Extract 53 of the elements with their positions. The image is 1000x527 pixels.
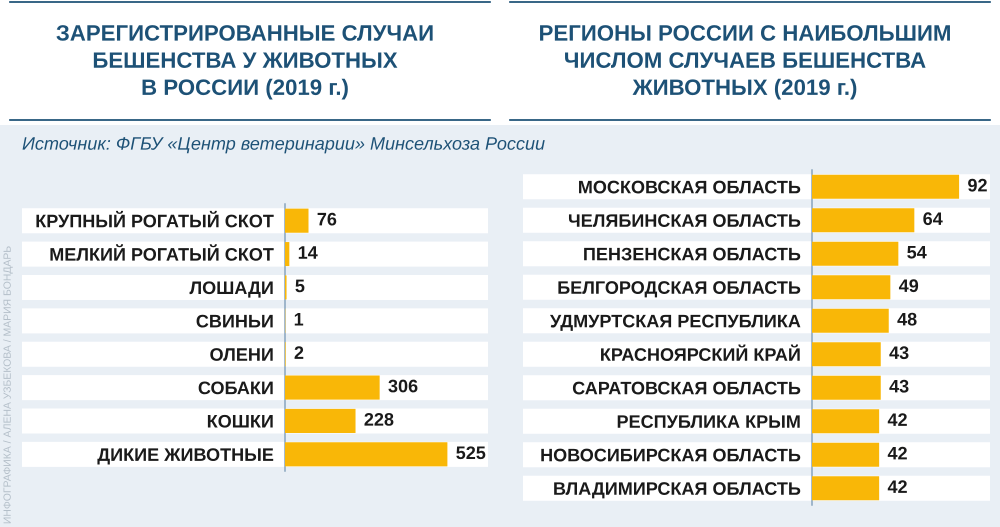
data-label: 525 xyxy=(456,446,486,460)
data-label: 1 xyxy=(294,313,304,326)
data-label: 64 xyxy=(923,212,943,226)
chart-title: ЗАРЕГИСТРИРОВАННЫЕ СЛУЧАИ БЕШЕНСТВА У ЖИВОТНЫХ В РОССИИ (2019 г.) xyxy=(56,25,433,100)
y-tick-label: КРУПНЫЙ РОГАТЫЙ СКОТ xyxy=(36,210,274,228)
y-tick-label: УДМУРТСКАЯ РЕСПУБЛИКА xyxy=(550,314,800,331)
y-tick-label: МЕЛКИЙ РОГАТЫЙ СКОТ xyxy=(50,244,274,261)
bar xyxy=(812,174,960,199)
y-tick-label: ЛОШАДИ xyxy=(190,281,273,298)
y-tick-label: ОЛЕНИ xyxy=(210,348,273,361)
data-label: 42 xyxy=(888,413,907,426)
y-tick-label: КРАСНОЯРСКИЙ КРАЙ xyxy=(601,344,800,361)
bar xyxy=(812,342,881,366)
bar xyxy=(285,208,309,233)
data-label: 76 xyxy=(318,212,336,226)
data-label: 42 xyxy=(888,446,907,460)
y-tick-label: РЕСПУБЛИКА КРЫМ xyxy=(618,415,800,428)
data-label: 49 xyxy=(898,279,918,292)
bar xyxy=(812,442,880,467)
data-label: 2 xyxy=(294,346,304,359)
y-tick-label: СВИНЬИ xyxy=(196,314,273,328)
data-label: 42 xyxy=(888,480,907,493)
bar xyxy=(812,242,898,266)
y-tick-label: КОШКИ xyxy=(208,414,273,428)
bar xyxy=(285,408,356,433)
data-label: 14 xyxy=(298,246,318,259)
y-tick-label: ДИКИЕ ЖИВОТНЫЕ xyxy=(97,448,274,464)
y-tick-label: ЧЕЛЯБИНСКАЯ ОБЛАСТЬ xyxy=(568,214,800,227)
bar xyxy=(812,208,914,232)
bar xyxy=(812,308,889,333)
bar xyxy=(285,242,290,266)
data-label: 306 xyxy=(388,380,418,392)
text: Источник: ФГБУ «Центр ветеринарии» Минсельхоза России xyxy=(22,137,545,154)
y-tick-label: ВЛАДИМИРСКАЯ ОБЛАСТЬ xyxy=(554,482,800,498)
bar xyxy=(285,376,380,400)
y-tick-label: САРАТОВСКАЯ ОБЛАСТЬ xyxy=(572,382,800,394)
y-tick-label: ПЕНЗЕНСКАЯ ОБЛАСТЬ xyxy=(584,248,800,260)
data-label: 5 xyxy=(295,280,304,292)
bar xyxy=(812,409,880,434)
data-label: 43 xyxy=(889,380,909,393)
bar xyxy=(812,376,881,400)
bar xyxy=(812,275,890,300)
data-label: 92 xyxy=(968,178,987,192)
chart-title: РЕГИОНЫ РОССИИ С НАИБОЛЬШИМ ЧИСЛОМ СЛУЧАЕВ БЕШЕНСТВА ЖИВОТНЫХ (2019 г.) xyxy=(540,25,950,100)
y-tick-label: СОБАКИ xyxy=(198,381,273,394)
data-label: 43 xyxy=(889,346,909,360)
bar xyxy=(812,476,880,500)
data-label: 54 xyxy=(907,246,927,259)
data-label: 48 xyxy=(897,312,917,326)
y-tick-label: МОСКОВСКАЯ ОБЛАСТЬ xyxy=(579,180,800,194)
y-tick-label: НОВОСИБИРСКАЯ ОБЛАСТЬ xyxy=(541,448,800,462)
y-tick-label: БЕЛГОРОДСКАЯ ОБЛАСТЬ xyxy=(558,281,800,298)
data-label: 228 xyxy=(364,413,394,426)
